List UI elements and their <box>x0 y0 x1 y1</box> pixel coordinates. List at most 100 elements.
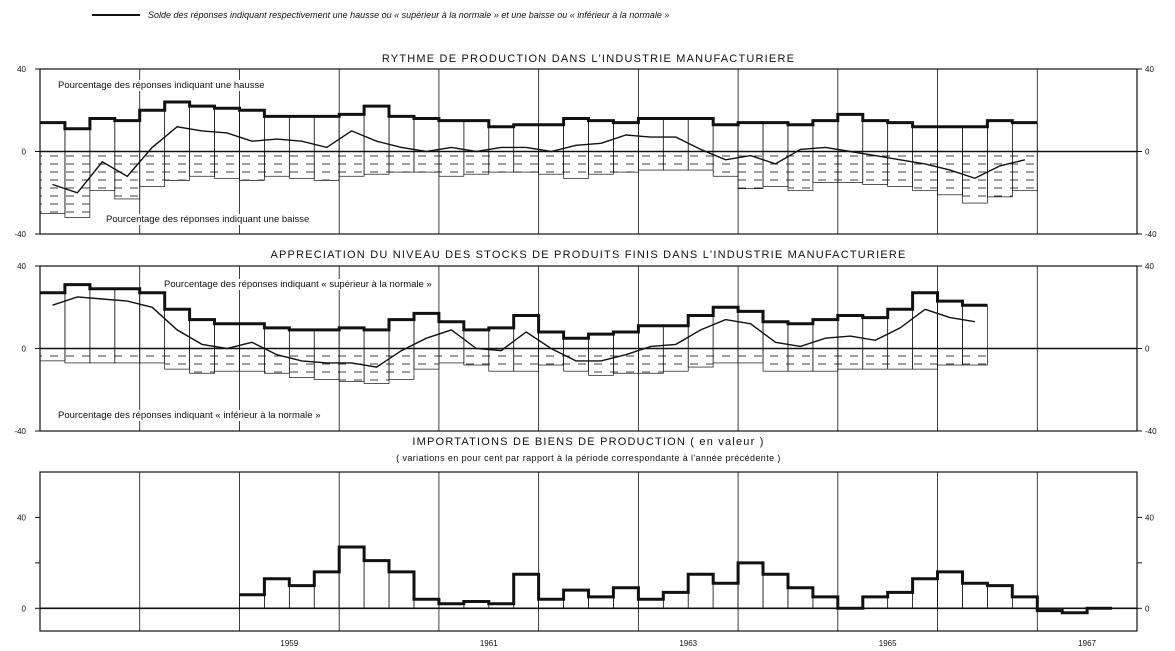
panel-1-bar-hausse <box>937 126 963 152</box>
panel-2-ytick-label-left: 0 <box>22 345 27 354</box>
panel-1-bar-baisse <box>662 151 689 171</box>
panel-3-frame <box>39 471 1138 632</box>
panel-3-ytick-label-left: 0 <box>22 604 27 613</box>
panel-2-bar-hausse <box>39 292 66 349</box>
panel-2-bar-hausse <box>812 319 839 349</box>
panel-2-bar-baisse <box>64 348 91 364</box>
panel-2-bar-hausse <box>114 288 141 349</box>
panel-1-bar-hausse <box>862 120 889 152</box>
panel-2-bar-baisse <box>887 348 913 370</box>
panel-3-bar-imports <box>513 573 539 609</box>
panel-1-bar-baisse <box>812 151 839 183</box>
panel-2-bar-baisse <box>164 348 190 370</box>
panel-3-bar-imports <box>1011 596 1038 609</box>
panel-1-bar-baisse <box>388 151 415 173</box>
panel-2-bar-baisse <box>288 348 315 378</box>
panel-2-bar-baisse <box>214 348 240 372</box>
panel-1-bar-hausse <box>787 124 814 152</box>
panel-2-bar-hausse <box>363 329 390 349</box>
panel-3-bar-imports <box>812 596 839 609</box>
panel-1-bar-baisse <box>687 151 714 171</box>
panel-2-bar-hausse <box>388 319 415 349</box>
panel-2-bar-baisse <box>139 348 166 364</box>
panel-1-bar-hausse <box>288 116 315 152</box>
panel-3-bar-imports <box>762 573 789 609</box>
panel-2-top-step <box>40 283 988 340</box>
panel-2-bar-hausse <box>887 308 913 349</box>
panel-1-bar-hausse <box>987 120 1013 152</box>
panel-3-ytick-label-left: 40 <box>17 513 26 522</box>
panel-3-bar-imports <box>563 589 589 609</box>
panel-3-bar-imports <box>338 546 365 609</box>
panel-1-bar-hausse <box>962 126 988 152</box>
panel-2-bar-baisse <box>687 348 714 368</box>
panel-1-ytick-label-left: 40 <box>17 65 26 74</box>
panel-2-bar-baisse <box>239 348 265 372</box>
panel-1-bar-hausse <box>139 109 166 152</box>
panel-2-ytick-label-left: -40 <box>14 427 26 436</box>
panel-2-bar-hausse <box>64 284 91 349</box>
panel-1-bar-hausse <box>1011 122 1038 152</box>
x-tick-label-1967: 1967 <box>1078 639 1096 648</box>
panel-3-bar-imports <box>288 585 315 609</box>
panel-2-bar-baisse <box>662 348 689 372</box>
panel-1-bar-baisse <box>64 151 91 218</box>
panel-2-bar-hausse <box>563 337 589 349</box>
panel-2-bar-baisse <box>737 348 764 364</box>
panel-2-bar-hausse <box>588 333 614 349</box>
panel-1-top-step <box>40 100 1038 131</box>
panel-1-bar-hausse <box>563 118 589 152</box>
panel-3-top-step <box>239 545 1113 615</box>
panel-2-bar-baisse <box>837 348 864 370</box>
panel-1-title: RYTHME DE PRODUCTION DANS L'INDUSTRIE MA… <box>381 53 796 65</box>
panel-1-bar-baisse <box>712 151 739 177</box>
panel-1-bar-baisse <box>588 151 614 175</box>
panel-3-bar-imports <box>787 587 814 609</box>
panel-1-bar-baisse <box>89 151 116 192</box>
panel-1-bar-hausse <box>239 109 265 152</box>
panel-2-bar-baisse <box>438 348 465 364</box>
panel-3-bar-imports <box>313 571 340 609</box>
panel-1-bar-hausse <box>588 120 614 152</box>
panel-1-bar-hausse <box>538 124 564 152</box>
panel-3-bar-imports <box>239 594 265 609</box>
panel-2-bar-baisse <box>787 348 814 372</box>
panel-3-bar-imports <box>264 578 290 609</box>
panel-2-bar-baisse <box>538 348 564 366</box>
panel-2-bar-hausse <box>438 321 465 349</box>
panel-1-bar-baisse <box>189 151 215 177</box>
panel-3-bar-imports <box>388 571 415 609</box>
panel-2-ytick-label-right: -40 <box>1145 427 1157 436</box>
panel-1-bar-baisse <box>214 151 240 179</box>
panel-1-bar-hausse <box>89 118 116 152</box>
panel-3-bar-imports <box>662 592 689 609</box>
panel-3-bar-imports <box>962 582 988 609</box>
panel-1-bar-hausse <box>638 118 664 152</box>
panel-2-bar-hausse <box>463 329 490 349</box>
panel-2-bar-hausse <box>937 300 963 349</box>
panel-2-bar-baisse <box>39 348 66 362</box>
panel-1-bar-baisse <box>288 151 315 179</box>
panel-1-bar-hausse <box>264 116 290 152</box>
panel-2-upper-label: Pourcentage des réponses indiquant « sup… <box>162 279 434 290</box>
panel-1-bar-baisse <box>962 151 988 204</box>
panel-1-bar-hausse <box>338 114 365 152</box>
panel-2-ytick-label-right: 0 <box>1145 345 1150 354</box>
panel-3-title: IMPORTATIONS DE BIENS DE PRODUCTION ( en… <box>412 436 765 448</box>
panel-3-subtitle: ( variations en pour cent par rapport à … <box>396 453 781 463</box>
panel-2-title: APPRECIATION DU NIVEAU DES STOCKS DE PRO… <box>270 249 907 261</box>
x-tick-label-1963: 1963 <box>679 639 697 648</box>
panel-1-bar-baisse <box>338 151 365 177</box>
panel-1-bar-hausse <box>687 118 714 152</box>
panel-2-balance-line <box>52 296 976 368</box>
panel-3-bar-imports <box>912 578 938 609</box>
panel-2-ytick-label-left: 40 <box>17 262 26 271</box>
panel-2-bar-baisse <box>638 348 664 374</box>
panel-3-ytick-label-right: 40 <box>1145 513 1154 522</box>
panel-2-bar-baisse <box>463 348 490 366</box>
panel-3-bar-imports <box>588 596 614 609</box>
legend-line-swatch <box>92 14 140 16</box>
panel-1-bar-baisse <box>837 151 864 183</box>
panel-2-bar-hausse <box>962 304 988 349</box>
